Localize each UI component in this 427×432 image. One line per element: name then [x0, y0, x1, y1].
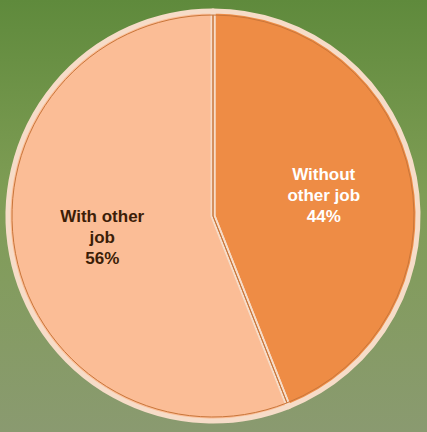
slice-label-line: With other: [60, 207, 144, 226]
slice-label-line: Without: [292, 165, 355, 184]
slice-label-line: other job: [287, 186, 360, 205]
slice-label: Without other job: [287, 165, 360, 205]
background: [0, 0, 427, 432]
chart: Without other job 44% With other job 56%: [0, 0, 427, 432]
slice-label: With other job: [60, 207, 144, 247]
slice-label-line: job: [88, 228, 115, 247]
pie: Without other job 44% With other job 56%: [8, 11, 418, 421]
slice-value: 44%: [307, 207, 341, 226]
slice-outline: [213, 15, 414, 403]
slice: [8, 11, 288, 421]
slice-outline: [12, 15, 287, 417]
slice-value: 56%: [85, 249, 119, 268]
